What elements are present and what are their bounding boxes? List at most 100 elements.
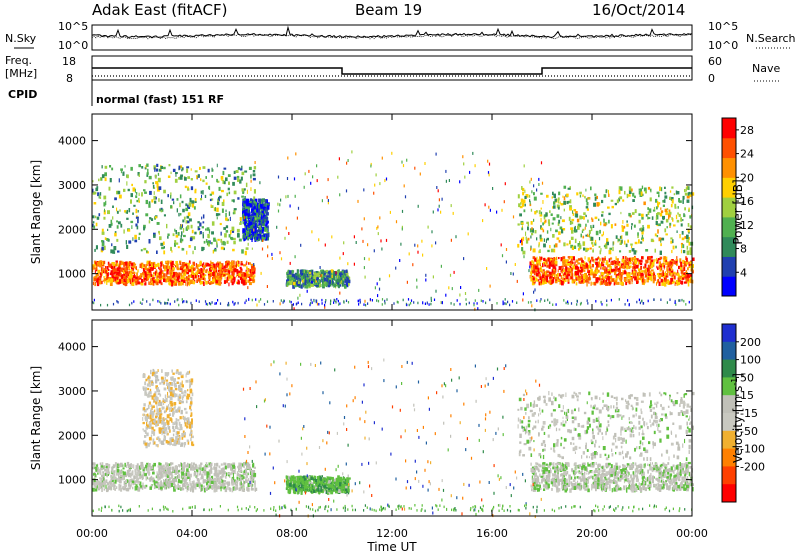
power-cell (262, 227, 264, 231)
power-cell (468, 232, 469, 235)
power-cell (320, 270, 323, 272)
power-cell (248, 298, 249, 301)
power-cell (624, 271, 627, 275)
power-cell (576, 282, 578, 285)
power-cell (559, 273, 561, 276)
power-cell (623, 226, 625, 229)
power-cell (603, 223, 606, 226)
power-cell (324, 304, 325, 307)
power-cell (157, 276, 159, 278)
power-cell (545, 220, 547, 223)
power-cell (103, 217, 105, 220)
power-cell (152, 281, 153, 285)
velocity-cell (245, 480, 248, 484)
power-cell (148, 203, 150, 208)
power-cell (226, 266, 228, 269)
power-cell (671, 262, 672, 266)
power-cell (684, 207, 686, 210)
power-cell (311, 299, 312, 302)
power-cell (116, 300, 117, 303)
power-cell (506, 303, 507, 306)
power-cell (262, 239, 263, 242)
power-cell (131, 263, 134, 266)
power-cell (663, 256, 666, 259)
power-cell (451, 239, 452, 242)
power-cell (106, 274, 107, 278)
power-cell (203, 273, 205, 276)
power-cell (505, 298, 506, 301)
power-cell (174, 300, 175, 303)
power-cell (229, 192, 231, 195)
power-cell (211, 175, 213, 178)
power-cell (105, 166, 108, 169)
power-cell (253, 219, 255, 223)
power-cell (404, 184, 405, 187)
power-cell (630, 244, 633, 246)
power-cell (281, 299, 282, 302)
power-cell (310, 182, 311, 185)
y-tick-label: 4000 (58, 135, 86, 148)
power-cell (567, 263, 570, 266)
power-cell (612, 206, 615, 208)
power-cell (342, 275, 343, 278)
power-cell (569, 207, 572, 210)
velocity-cell (219, 473, 221, 475)
power-cell (151, 274, 153, 277)
power-cell (206, 303, 207, 306)
power-cell (666, 268, 668, 271)
power-cell (641, 300, 642, 303)
power-cell (403, 164, 404, 167)
velocity-cell (177, 484, 179, 487)
power-cell (565, 275, 566, 278)
power-cell (241, 249, 244, 253)
power-cell (643, 266, 645, 268)
power-cell (618, 282, 620, 285)
power-cell (629, 262, 632, 264)
power-cell (290, 205, 291, 208)
power-cell (611, 224, 613, 228)
power-cell (688, 209, 690, 212)
power-cell (198, 268, 200, 272)
power-cell (384, 179, 385, 182)
power-colorbar-swatch (722, 256, 736, 276)
power-cell (501, 209, 502, 212)
power-cell (175, 179, 178, 183)
power-cell (93, 215, 95, 218)
power-cell (111, 220, 113, 224)
power-cell (228, 174, 231, 177)
power-cell (523, 199, 526, 203)
power-cell (328, 284, 331, 287)
power-cell (149, 269, 152, 273)
power-cell (364, 266, 365, 269)
power-cell (575, 211, 577, 214)
power-cell (324, 278, 327, 282)
power-cell (436, 153, 437, 156)
power-cell (116, 239, 118, 242)
power-cell (219, 187, 221, 191)
power-cell (225, 213, 227, 217)
power-cell (139, 200, 141, 202)
power-cell (180, 227, 183, 230)
velocity-cell (133, 464, 134, 469)
power-cell (201, 191, 203, 194)
power-cell (96, 274, 97, 277)
power-cell (243, 198, 244, 201)
power-cell (253, 263, 254, 266)
power-cell (589, 230, 591, 234)
power-cell (317, 179, 318, 182)
nave-tick-top: 60 (708, 55, 722, 68)
power-cell (264, 303, 265, 306)
power-cell (256, 304, 257, 307)
power-cell (541, 208, 542, 210)
power-cell (541, 161, 542, 164)
power-cell (379, 278, 380, 281)
power-cell (186, 300, 187, 303)
power-cell (583, 267, 584, 269)
power-cell (144, 283, 146, 286)
power-cell (576, 229, 578, 232)
power-cell (206, 183, 208, 185)
power-cell (552, 269, 554, 272)
power-cell (381, 248, 382, 251)
power-cell (212, 272, 215, 276)
power-cell (496, 302, 497, 305)
